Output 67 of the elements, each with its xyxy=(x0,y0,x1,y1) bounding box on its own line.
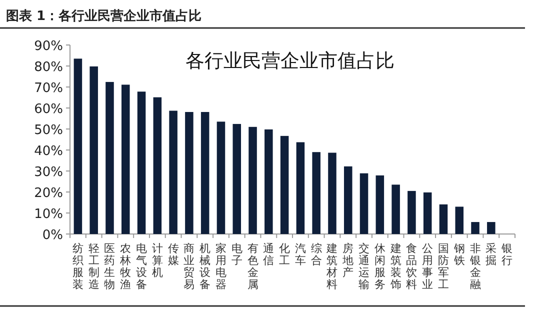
bar xyxy=(360,173,368,234)
x-tick-label: 家用电器 xyxy=(215,242,226,291)
bar xyxy=(344,166,352,234)
x-tick-label: 银行 xyxy=(500,242,513,267)
y-tick-label: 0% xyxy=(42,228,63,243)
bar xyxy=(74,58,82,234)
x-tick-label: 食品饮料 xyxy=(405,242,418,291)
bar xyxy=(153,97,162,234)
x-tick-label: 休闲服务 xyxy=(374,242,386,291)
x-tick-label: 公用事业 xyxy=(422,242,434,291)
y-tick-label: 90% xyxy=(34,39,63,54)
y-tick-label: 70% xyxy=(34,81,63,96)
bar xyxy=(471,222,480,234)
x-tick-label: 综合 xyxy=(310,242,322,267)
y-tick-label: 20% xyxy=(34,186,63,201)
bar xyxy=(376,175,384,234)
x-tick-label: 计算机 xyxy=(152,242,163,279)
x-tick-label: 机械设备 xyxy=(200,242,211,291)
x-tick-label: 交通运输 xyxy=(358,242,370,291)
x-tick-label: 钢铁 xyxy=(452,242,465,267)
x-tick-label: 商业贸易 xyxy=(184,242,195,291)
bar xyxy=(487,222,496,234)
bar xyxy=(169,110,178,234)
bar xyxy=(439,204,448,234)
x-tick-label: 电气设备 xyxy=(136,242,148,291)
bar xyxy=(106,82,114,234)
bar xyxy=(408,190,416,234)
x-tick-label: 建筑材料 xyxy=(326,242,338,291)
x-tick-label: 建筑装饰 xyxy=(389,242,402,291)
bar xyxy=(232,124,242,234)
bar xyxy=(200,112,210,234)
x-tick-label: 通信 xyxy=(263,242,274,267)
bar xyxy=(296,142,305,234)
x-tick-label: 有色金属 xyxy=(247,242,258,291)
x-tick-label: 采掘 xyxy=(486,242,497,267)
bar xyxy=(90,66,98,234)
x-tick-label: 传媒 xyxy=(168,242,179,267)
chart-subtitle: 各行业民营企业市值占比 xyxy=(186,50,394,72)
x-tick-label: 电子 xyxy=(231,242,242,267)
bar xyxy=(423,192,432,234)
x-tick-label: 纺织服装 xyxy=(72,242,84,291)
bar xyxy=(137,92,146,234)
bar xyxy=(216,122,226,234)
y-tick-label: 10% xyxy=(34,207,63,222)
x-tick-label: 房地产 xyxy=(342,242,354,279)
bar xyxy=(455,206,464,234)
bar xyxy=(248,126,257,234)
bar xyxy=(392,184,400,234)
x-tick-label: 非银金融 xyxy=(468,242,481,291)
y-tick-label: 30% xyxy=(34,165,63,180)
chart-title: 图表 1：各行业民营企业市值占比 xyxy=(6,8,202,24)
y-tick-label: 40% xyxy=(34,144,63,159)
bar xyxy=(280,136,289,234)
bar xyxy=(312,152,320,234)
y-tick-label: 60% xyxy=(34,102,63,117)
x-tick-label: 轻工制造 xyxy=(88,242,100,291)
x-tick-label: 国防军工 xyxy=(438,242,449,291)
bar xyxy=(185,112,194,234)
x-tick-label: 农林牧渔 xyxy=(119,242,132,291)
x-tick-label: 化工 xyxy=(279,242,290,267)
bar xyxy=(121,84,130,234)
x-tick-label: 汽车 xyxy=(294,242,306,267)
bar xyxy=(264,129,273,234)
y-tick-label: 50% xyxy=(34,123,63,138)
x-tick-label: 医药生物 xyxy=(104,242,116,291)
bar xyxy=(328,152,336,234)
y-tick-label: 80% xyxy=(34,60,63,75)
